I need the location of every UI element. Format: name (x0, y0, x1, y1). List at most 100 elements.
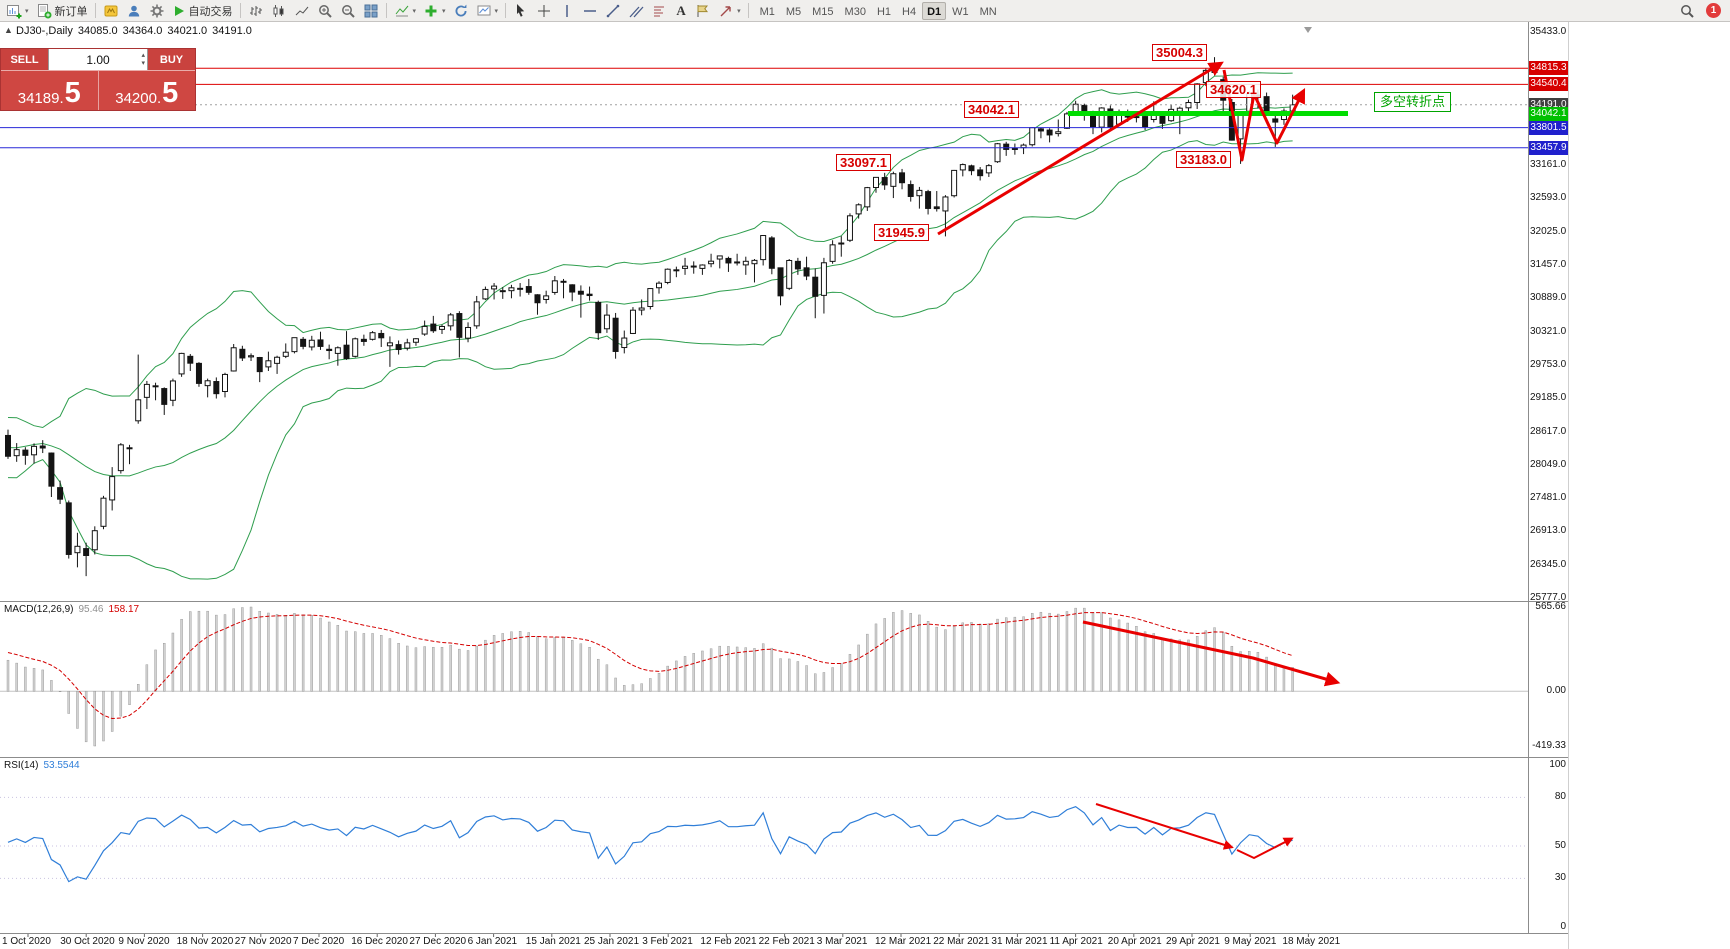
macd-histogram-bar (388, 638, 392, 692)
candle (933, 206, 940, 210)
timeframe-button-m30[interactable]: M30 (844, 5, 866, 18)
search-button[interactable] (1676, 1, 1698, 21)
annotation-arrow[interactable] (1095, 803, 1234, 850)
horizontal-line-icon (584, 9, 597, 12)
community-button[interactable] (123, 1, 145, 21)
annotation-arrow[interactable] (1082, 620, 1341, 687)
annotation-arrow[interactable] (1236, 837, 1294, 859)
macd-histogram-bar (24, 666, 27, 692)
macd-histogram-bar (1013, 616, 1017, 692)
candle (951, 169, 958, 197)
candle (178, 352, 185, 375)
candlestick-chart-button[interactable] (268, 1, 290, 21)
candle (603, 314, 610, 330)
new-order-button[interactable]: 新订单 (33, 1, 91, 21)
candle (386, 342, 393, 347)
chart-shift-marker[interactable] (1304, 27, 1312, 33)
timeframe-button-m1[interactable]: M1 (759, 5, 775, 18)
macd-histogram-bar (466, 650, 470, 692)
horizontal-line-tool-button[interactable] (579, 1, 601, 21)
timeframe-button-h4[interactable]: H4 (902, 5, 917, 18)
label-tool-button[interactable] (692, 1, 714, 21)
macd-histogram-bar (336, 625, 340, 692)
macd-histogram-bar (432, 647, 435, 692)
new-chart-button[interactable]: ▾ (3, 1, 32, 21)
macd-histogram-bar (683, 656, 687, 692)
buy-button[interactable]: BUY (148, 49, 195, 70)
candle (647, 288, 654, 308)
macd-histogram-bar (970, 622, 973, 692)
options-button[interactable] (146, 1, 168, 21)
candle (794, 260, 801, 270)
chart-ohlc-header: DJ30-,Daily 34085.0 34364.0 34021.0 34191.0 (16, 25, 257, 37)
tile-windows-button[interactable] (360, 1, 382, 21)
candle (317, 339, 324, 347)
sell-button[interactable]: SELL (1, 49, 48, 70)
timeframe-button-h1[interactable]: H1 (876, 5, 892, 18)
buy-price[interactable]: 34200. 5 (99, 71, 196, 110)
volume-field[interactable]: 1.00 ▴ ▾ (48, 49, 148, 70)
macd-histogram-bar (1152, 633, 1155, 692)
timeframe-button-d1[interactable]: D1 (922, 1, 947, 20)
macd-histogram-bar (301, 614, 305, 692)
algo-trading-button[interactable]: 自动交易 (169, 1, 236, 21)
timeframe-button-w1[interactable]: W1 (952, 5, 969, 18)
timeframe-button-mn[interactable]: MN (979, 5, 997, 18)
timeframe-button-m15[interactable]: M15 (812, 5, 834, 18)
rsi-line (7, 805, 1293, 883)
vertical-line-tool-button[interactable] (556, 1, 578, 21)
candle (100, 497, 107, 527)
annotation-arrow[interactable] (937, 61, 1224, 236)
macd-histogram-bar (1143, 631, 1147, 692)
candle (968, 165, 975, 172)
candle (412, 338, 419, 343)
line-chart-button[interactable] (291, 1, 313, 21)
candle (300, 338, 307, 347)
volume-down-button[interactable]: ▾ (141, 59, 145, 67)
arrows-tool-button[interactable]: ▾ (715, 1, 744, 21)
trendline-tool-button[interactable] (602, 1, 624, 21)
candle (352, 338, 359, 357)
candle (204, 380, 211, 387)
macd-histogram-bar (822, 672, 826, 692)
candle (551, 280, 558, 293)
candle (586, 293, 593, 297)
one-click-toggle[interactable]: ▲ (4, 25, 13, 35)
macd-histogram-bar (119, 690, 123, 717)
add-indicator-button[interactable]: ▾ (420, 1, 449, 21)
candle (421, 325, 428, 335)
channel-tool-button[interactable] (625, 1, 647, 21)
chevron-down-icon: ▾ (494, 7, 499, 15)
metaeditor-button[interactable] (100, 1, 122, 21)
volume-value[interactable]: 1.00 (86, 52, 110, 67)
macd-histogram-bar (1126, 622, 1129, 692)
indicators-button[interactable]: ▾ (391, 1, 420, 21)
zoom-in-button[interactable] (314, 1, 336, 21)
candle (812, 276, 819, 297)
new-order-label: 新订单 (54, 5, 88, 18)
fibonacci-tool-button[interactable] (648, 1, 670, 21)
candle (577, 290, 584, 295)
cursor-tool-button[interactable] (510, 1, 532, 21)
bar-chart-button[interactable] (245, 1, 267, 21)
refresh-button[interactable] (450, 1, 472, 21)
sell-price[interactable]: 34189. 5 (1, 71, 98, 110)
text-icon: A (676, 2, 686, 18)
macd-histogram-bar (631, 684, 635, 692)
candle (274, 356, 281, 364)
volume-up-button[interactable]: ▴ (141, 51, 145, 59)
candle (334, 347, 341, 354)
candle (395, 344, 402, 351)
crosshair-tool-button[interactable] (533, 1, 555, 21)
zoom-out-button[interactable] (337, 1, 359, 21)
macd-histogram-bar (761, 643, 765, 692)
notification-badge[interactable]: 1 (1706, 3, 1721, 18)
text-tool-button[interactable]: A (671, 1, 691, 21)
buy-price-main: 34200. (115, 90, 162, 107)
timeframe-button-m5[interactable]: M5 (785, 5, 802, 18)
algo-trading-label: 自动交易 (188, 5, 233, 18)
chart-settings-button[interactable]: ▾ (473, 1, 502, 21)
rsi-name: RSI(14) (4, 760, 39, 771)
candle (439, 325, 445, 330)
